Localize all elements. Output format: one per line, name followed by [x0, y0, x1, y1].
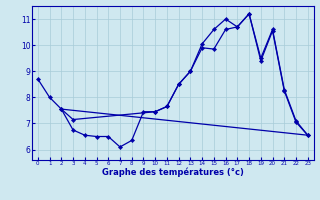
X-axis label: Graphe des températures (°c): Graphe des températures (°c) [102, 168, 244, 177]
